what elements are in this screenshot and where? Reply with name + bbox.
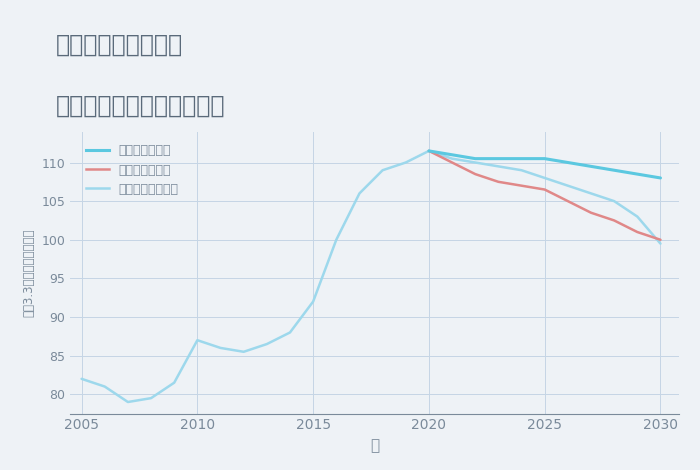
Text: 中古マンションの価格推移: 中古マンションの価格推移 bbox=[56, 94, 225, 118]
Text: 兵庫県姫路市八家の: 兵庫県姫路市八家の bbox=[56, 33, 183, 57]
X-axis label: 年: 年 bbox=[370, 438, 379, 453]
Y-axis label: 平（3.3㎡）単価（万円）: 平（3.3㎡）単価（万円） bbox=[22, 228, 36, 317]
Legend: グッドシナリオ, バッドシナリオ, ノーマルシナリオ: グッドシナリオ, バッドシナリオ, ノーマルシナリオ bbox=[83, 141, 182, 200]
